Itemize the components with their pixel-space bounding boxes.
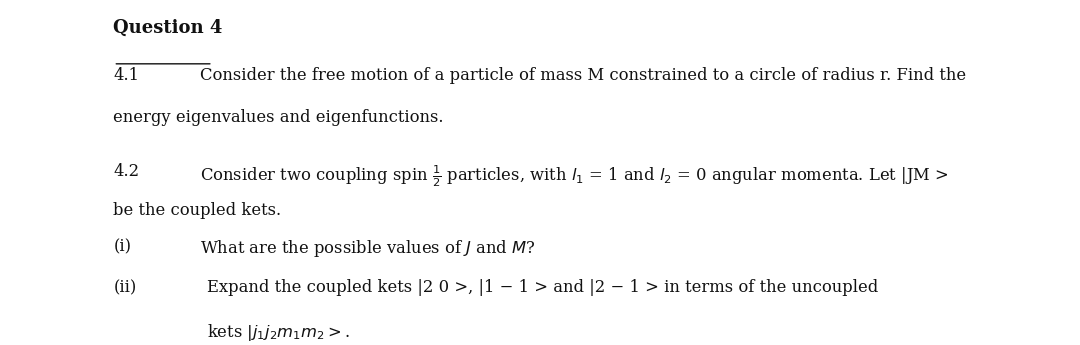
- Text: (ii): (ii): [113, 279, 137, 296]
- Text: Question 4: Question 4: [113, 19, 222, 37]
- Text: energy eigenvalues and eigenfunctions.: energy eigenvalues and eigenfunctions.: [113, 109, 444, 126]
- Text: What are the possible values of $J$ and $M$?: What are the possible values of $J$ and …: [200, 238, 536, 259]
- Text: Expand the coupled kets |2 0 >, |1 − 1 > and |2 − 1 > in terms of the uncoupled: Expand the coupled kets |2 0 >, |1 − 1 >…: [207, 279, 879, 296]
- Text: Consider the free motion of a particle of mass M constrained to a circle of radi: Consider the free motion of a particle o…: [200, 67, 966, 84]
- Text: 4.2: 4.2: [113, 163, 139, 180]
- Text: kets $|j_1 j_2 m_1 m_2>$.: kets $|j_1 j_2 m_1 m_2>$.: [207, 322, 350, 343]
- Text: Consider two coupling spin $\frac{1}{2}$ particles, with $l_1$ = 1 and $l_2$ = 0: Consider two coupling spin $\frac{1}{2}$…: [200, 163, 948, 189]
- Text: 4.1: 4.1: [113, 67, 139, 84]
- Text: be the coupled kets.: be the coupled kets.: [113, 202, 282, 219]
- Text: (i): (i): [113, 238, 132, 255]
